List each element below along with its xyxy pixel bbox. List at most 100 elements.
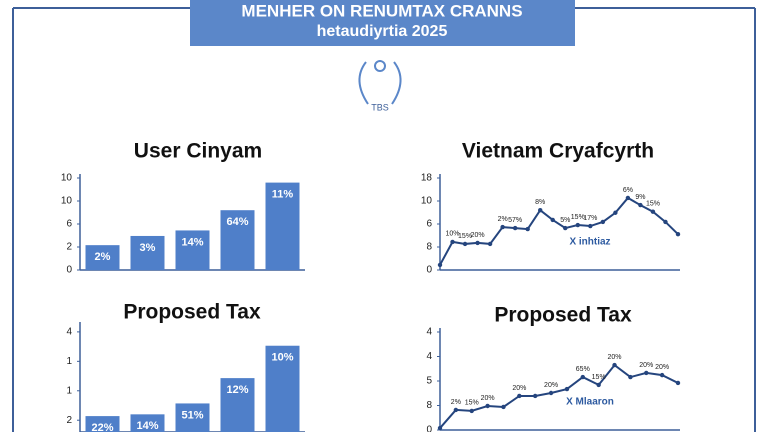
bar-label: 64% bbox=[226, 216, 248, 228]
point-label: 20% bbox=[639, 362, 653, 369]
point-label: 2% bbox=[498, 216, 508, 223]
point bbox=[469, 408, 474, 414]
point bbox=[462, 241, 468, 247]
line bbox=[439, 363, 679, 429]
point bbox=[612, 362, 617, 368]
y-tick-label: 4 bbox=[426, 327, 432, 338]
point-label: 15% bbox=[646, 201, 660, 208]
point-label: 15% bbox=[458, 233, 472, 240]
point bbox=[517, 393, 522, 399]
bar bbox=[85, 416, 120, 432]
point-label: 2% bbox=[451, 399, 461, 406]
chart-title: Proposed Tax bbox=[123, 301, 261, 324]
y-tick-label: 5 bbox=[426, 376, 432, 387]
bar-label: 14% bbox=[136, 420, 158, 432]
bar bbox=[220, 210, 255, 270]
point bbox=[475, 240, 480, 246]
point bbox=[525, 226, 530, 232]
logo-text: TBS bbox=[371, 102, 389, 112]
bar bbox=[85, 245, 120, 270]
point bbox=[487, 241, 493, 247]
point bbox=[512, 225, 518, 231]
point bbox=[501, 404, 506, 410]
point-label: 6% bbox=[623, 187, 633, 194]
bar bbox=[175, 403, 210, 432]
point-label: 15% bbox=[465, 400, 479, 407]
point bbox=[548, 390, 554, 396]
bar-label: 2% bbox=[95, 251, 111, 263]
y-tick-label: 1 bbox=[66, 385, 72, 396]
point bbox=[650, 209, 656, 214]
point-label: 20% bbox=[471, 232, 485, 239]
point bbox=[644, 370, 649, 376]
logo bbox=[358, 60, 402, 105]
chart-title: Vietnam Cryafcyrth bbox=[462, 140, 654, 163]
point bbox=[450, 239, 455, 245]
point bbox=[628, 374, 633, 380]
header-banner bbox=[190, 0, 575, 46]
bar bbox=[265, 182, 300, 270]
header-subtitle: hetaudiyrtia 2025 bbox=[317, 23, 448, 40]
y-tick-label: 0 bbox=[66, 265, 72, 276]
point bbox=[575, 222, 580, 228]
point-label: 9% bbox=[635, 194, 645, 201]
bar-label: 22% bbox=[91, 422, 113, 432]
y-tick-label: 0 bbox=[426, 265, 432, 276]
y-tick-label: 4 bbox=[426, 351, 432, 362]
bar bbox=[220, 378, 255, 432]
point bbox=[500, 224, 505, 230]
point-label: 20% bbox=[512, 385, 526, 392]
point-label: 15% bbox=[592, 374, 606, 381]
point bbox=[659, 372, 665, 378]
point-label: 15% bbox=[571, 214, 585, 221]
bar-label: 14% bbox=[181, 236, 203, 248]
bar-label: 10% bbox=[271, 352, 293, 364]
point bbox=[638, 202, 643, 208]
point bbox=[563, 225, 568, 231]
point bbox=[453, 407, 459, 413]
point bbox=[663, 219, 668, 225]
point-label: 20% bbox=[655, 364, 669, 371]
point-label: 65% bbox=[576, 366, 590, 373]
point bbox=[437, 425, 443, 431]
point-label: 17% bbox=[583, 215, 597, 222]
point bbox=[613, 210, 618, 215]
point-label: 57% bbox=[508, 217, 522, 224]
bar-label: 12% bbox=[226, 384, 248, 396]
y-tick-label: 2 bbox=[66, 415, 72, 426]
y-tick-label: 10 bbox=[421, 196, 433, 207]
bar bbox=[130, 414, 165, 432]
point-label: 20% bbox=[481, 395, 495, 402]
point bbox=[675, 232, 681, 237]
y-tick-label: 1 bbox=[66, 356, 72, 367]
point-label: 20% bbox=[608, 354, 622, 361]
point bbox=[485, 403, 490, 409]
point bbox=[600, 219, 606, 225]
point bbox=[675, 380, 681, 386]
point bbox=[550, 217, 555, 223]
point-label: 5% bbox=[560, 217, 570, 224]
point bbox=[533, 393, 538, 399]
point bbox=[625, 195, 631, 201]
bar bbox=[130, 235, 165, 270]
point bbox=[580, 374, 585, 380]
bar bbox=[175, 230, 210, 270]
chart-title: Proposed Tax bbox=[494, 304, 632, 327]
y-tick-label: 6 bbox=[66, 219, 72, 230]
y-tick-label: 0 bbox=[426, 425, 432, 432]
y-tick-label: 2 bbox=[66, 242, 72, 253]
bar-label: 51% bbox=[181, 409, 203, 421]
point-label: 10% bbox=[446, 231, 460, 238]
bar-label: 3% bbox=[140, 242, 156, 254]
point-label: 8% bbox=[535, 199, 545, 206]
y-tick-label: 18 bbox=[421, 173, 433, 184]
point bbox=[538, 208, 543, 213]
bar-label: 11% bbox=[272, 189, 294, 201]
bar bbox=[265, 345, 300, 432]
point-label: 20% bbox=[544, 382, 558, 389]
point bbox=[437, 262, 443, 268]
y-tick-label: 10 bbox=[61, 196, 73, 207]
header-title: MENHER ON RENUMTAX CRANNS bbox=[241, 1, 522, 20]
annotation: X inhtiaz bbox=[569, 237, 610, 248]
